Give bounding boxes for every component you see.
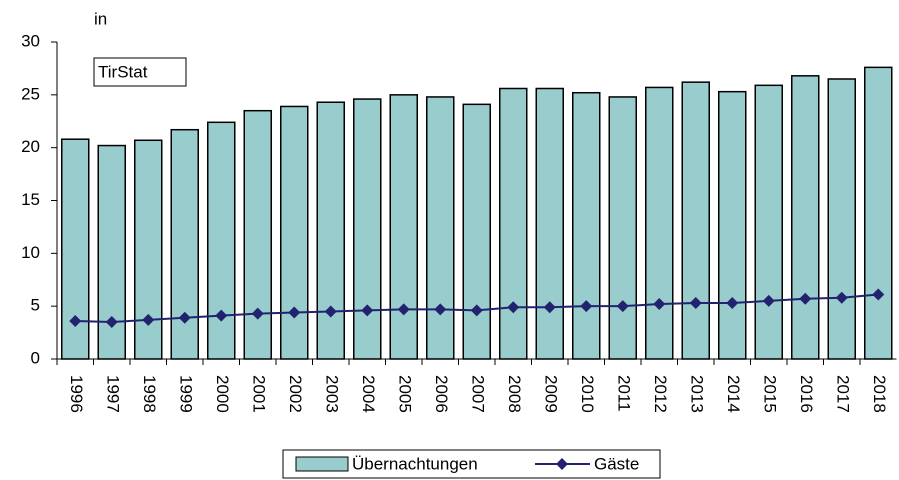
bar [243,109,272,360]
x-tick-label: 2003 [322,375,341,413]
x-tick-label: 2001 [249,375,268,413]
x-tick-label: 2008 [505,375,524,413]
marker [361,304,374,317]
marker [799,292,812,305]
bar [754,84,783,360]
y-tick-label: 20 [21,137,40,156]
y-tick-label: 15 [21,190,40,209]
marker [178,311,191,324]
legend-swatch [295,456,349,472]
x-tick-label: 1998 [140,375,159,413]
marker [762,294,775,307]
marker [580,300,593,313]
x-tick-label: 2009 [541,375,560,413]
annotation: TirStat [98,62,148,81]
bar [791,75,820,360]
y-tick-label: 5 [31,296,40,315]
marker [434,303,447,316]
x-tick-label: 2002 [286,375,305,413]
x-tick-label: 2011 [614,375,633,412]
legend-label: Gäste [594,454,639,473]
bar [134,139,163,360]
x-tick-label: 2018 [870,375,889,413]
bar [389,94,418,360]
bar [608,96,637,360]
y-tick-label: 25 [21,84,40,103]
legend-swatch [556,458,568,470]
marker [69,314,82,327]
x-tick-label: 2007 [468,375,487,413]
y-tick-label: 30 [21,31,40,50]
x-tick-label: 2004 [359,375,378,413]
marker [105,316,118,329]
bar [207,121,236,360]
marker [288,306,301,319]
marker [470,304,483,317]
marker [872,288,885,301]
x-tick-label: 2000 [213,375,232,413]
marker [215,309,228,322]
bar [864,66,893,360]
bar [645,86,674,360]
x-tick-label: 2017 [833,375,852,413]
x-tick-label: 2015 [760,375,779,413]
bar [426,96,455,360]
x-tick-label: 2012 [651,375,670,413]
x-tick-label: 2006 [432,375,451,413]
marker [543,301,556,314]
marker [689,296,702,309]
x-tick-label: 2016 [797,375,816,413]
bar [572,91,601,360]
bar [718,90,747,360]
x-tick-label: 2014 [724,375,743,413]
marker [653,298,666,311]
bar [827,78,856,360]
x-tick-label: 1996 [67,375,86,413]
marker [142,313,155,326]
bar [316,101,345,360]
x-tick-label: 2013 [687,375,706,413]
x-tick-label: 2010 [578,375,597,413]
bar [462,103,491,360]
bar [170,128,199,360]
marker [616,300,629,313]
y-tick-label: 0 [31,348,40,367]
bar [280,105,309,360]
marker [397,303,410,316]
bar [681,81,710,360]
bar [499,87,528,360]
x-tick-label: 1997 [103,375,122,413]
bar [353,98,382,360]
marker [835,291,848,304]
y-tick-label: 10 [21,243,40,262]
marker [726,296,739,309]
legend-label: Übernachtungen [352,454,478,473]
x-tick-label: 1999 [176,375,195,413]
bar [535,87,564,360]
x-tick-label: 2005 [395,375,414,413]
marker [507,301,520,314]
unit-label: in [94,9,107,28]
marker [251,307,264,320]
marker [324,305,337,318]
annotation-box [93,57,187,87]
